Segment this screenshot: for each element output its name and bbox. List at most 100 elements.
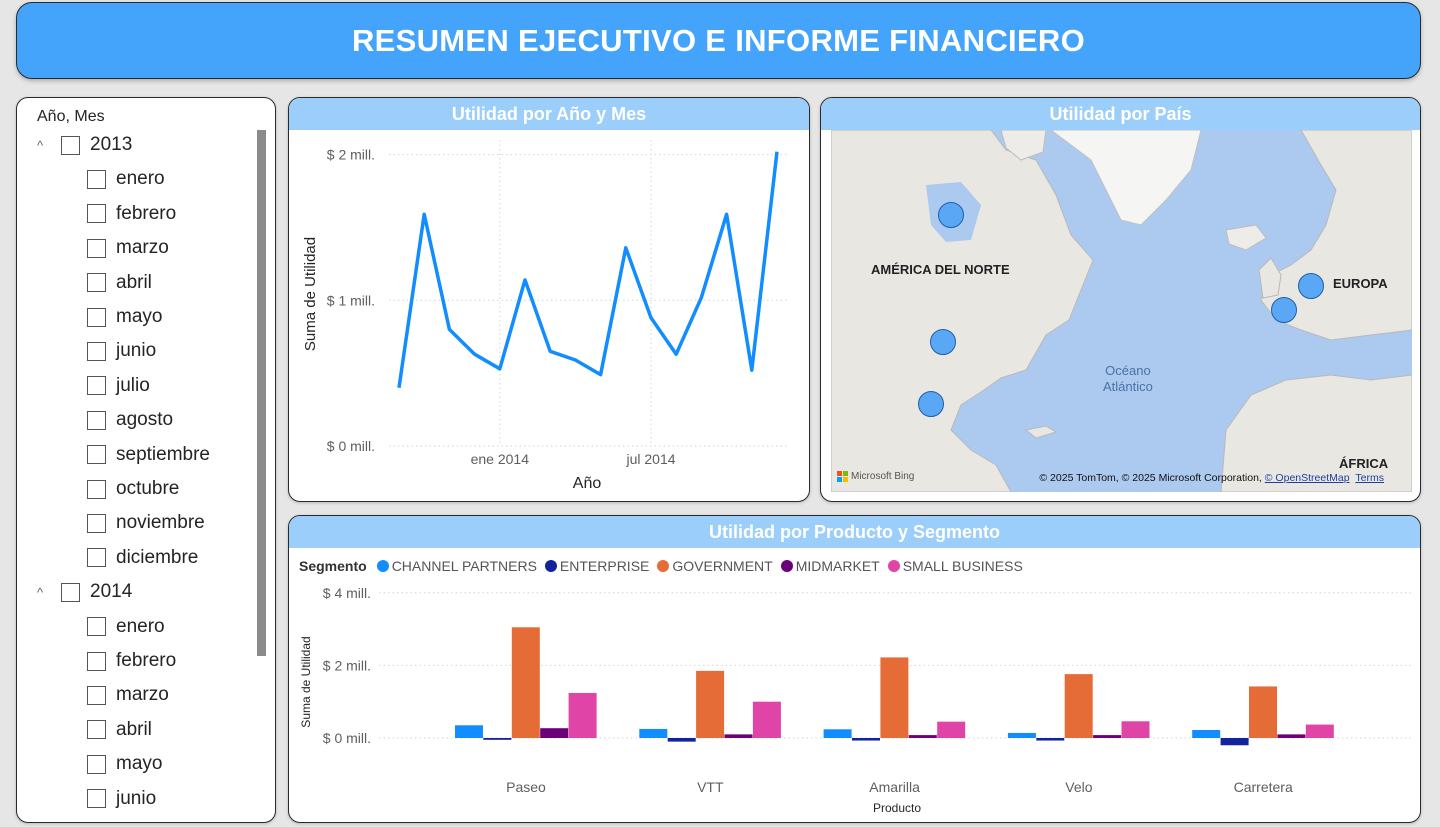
checkbox[interactable] [87, 754, 106, 774]
bar[interactable] [880, 657, 909, 738]
bar[interactable] [1064, 674, 1093, 738]
slicer-month-item[interactable]: mayo [87, 300, 162, 334]
bar[interactable] [1036, 738, 1065, 741]
bar[interactable] [752, 701, 781, 738]
checkbox[interactable] [87, 341, 106, 361]
slicer-month-item[interactable]: febrero [87, 197, 176, 231]
bar[interactable] [1192, 730, 1221, 738]
collapse-chevron-icon[interactable]: ^ [37, 137, 44, 153]
line-point[interactable] [519, 274, 531, 286]
checkbox[interactable] [61, 582, 80, 602]
slicer-month-item[interactable]: enero [87, 610, 165, 644]
bar[interactable] [1277, 734, 1306, 738]
bar[interactable] [823, 729, 852, 738]
bar[interactable] [1093, 735, 1122, 738]
slicer-month-item[interactable]: diciembre [87, 541, 198, 575]
line-point[interactable] [670, 348, 682, 360]
bar[interactable] [511, 627, 540, 738]
slicer-month-item[interactable]: abril [87, 266, 152, 300]
slicer-month-item[interactable]: marzo [87, 678, 169, 712]
line-point[interactable] [443, 323, 455, 335]
slicer-month-item[interactable]: febrero [87, 644, 176, 678]
line-point[interactable] [771, 146, 783, 158]
line-point[interactable] [721, 208, 733, 220]
terms-link[interactable]: Terms [1355, 472, 1384, 484]
line-chart[interactable]: $ 0 mill. $ 1 mill. $ 2 mill. ene 2014 jul … [289, 130, 809, 502]
line-point[interactable] [418, 208, 430, 220]
line-point[interactable] [569, 354, 581, 366]
map-canvas[interactable]: AMÉRICA DEL NORTE EUROPA ÁFRICA Océano A… [831, 130, 1412, 492]
line-point[interactable] [746, 364, 758, 376]
bar[interactable] [483, 738, 512, 740]
map-bubble-germany[interactable] [1298, 273, 1324, 299]
slicer-month-item[interactable]: abril [87, 713, 152, 747]
checkbox[interactable] [87, 273, 106, 293]
checkbox[interactable] [61, 135, 80, 155]
legend-item[interactable]: GOVERNMENT [657, 558, 773, 574]
checkbox[interactable] [87, 238, 106, 258]
checkbox[interactable] [87, 651, 106, 671]
bar[interactable] [1249, 686, 1277, 738]
slicer-month-item[interactable]: enero [87, 162, 165, 196]
slicer-month-item[interactable]: junio [87, 782, 156, 816]
checkbox[interactable] [87, 307, 106, 327]
map-bubble-france[interactable] [1271, 297, 1297, 323]
checkbox[interactable] [87, 789, 106, 809]
line-point[interactable] [393, 382, 405, 394]
line-point[interactable] [645, 312, 657, 324]
checkbox[interactable] [87, 169, 106, 189]
line-point[interactable] [544, 345, 556, 357]
checkbox[interactable] [87, 617, 106, 637]
bar[interactable] [852, 738, 880, 741]
openstreetmap-link[interactable]: © OpenStreetMap [1264, 472, 1350, 484]
bar[interactable] [1305, 724, 1334, 738]
slicer-year-item[interactable]: ^ 2014 [37, 575, 132, 609]
bar[interactable] [937, 721, 966, 738]
bar[interactable] [667, 738, 696, 742]
slicer-month-item[interactable]: septiembre [87, 438, 210, 472]
line-point[interactable] [595, 369, 607, 381]
bar[interactable] [696, 670, 725, 738]
map-bubble-mexico[interactable] [918, 391, 944, 417]
map-bubble-united-states[interactable] [930, 329, 956, 355]
legend-item[interactable]: MIDMARKET [780, 558, 880, 574]
checkbox[interactable] [87, 685, 106, 705]
bar[interactable] [724, 734, 753, 738]
map-bubble-canada[interactable] [938, 202, 964, 228]
bar[interactable] [1121, 721, 1150, 738]
slicer-month-item[interactable]: mayo [87, 747, 162, 781]
legend-item[interactable]: CHANNEL PARTNERS [376, 558, 537, 574]
checkbox[interactable] [87, 410, 106, 430]
checkbox[interactable] [87, 445, 106, 465]
line-point[interactable] [494, 363, 506, 375]
slicer-month-item[interactable]: agosto [87, 403, 173, 437]
slicer-month-item[interactable]: julio [87, 369, 150, 403]
checkbox[interactable] [87, 513, 106, 533]
legend-item[interactable]: ENTERPRISE [544, 558, 649, 574]
slicer-scrollbar[interactable] [257, 130, 266, 656]
bar[interactable] [908, 735, 937, 738]
slicer-month-item[interactable]: junio [87, 334, 156, 368]
slicer-month-item[interactable]: octubre [87, 472, 179, 506]
slicer-month-item[interactable]: noviembre [87, 506, 205, 540]
checkbox[interactable] [87, 548, 106, 568]
bar[interactable] [540, 728, 569, 738]
bar-chart[interactable]: $ 0 mill. $ 2 mill. $ 4 mill. Paseo VTT Amar… [289, 582, 1420, 822]
legend-item[interactable]: SMALL BUSINESS [887, 558, 1023, 574]
year-month-slicer[interactable]: Año, Mes ^ 2013 enero febrero marzo abril mayo… [16, 97, 276, 823]
checkbox[interactable] [87, 376, 106, 396]
line-point[interactable] [620, 242, 632, 254]
checkbox[interactable] [87, 720, 106, 740]
line-point[interactable] [695, 291, 707, 303]
line-point[interactable] [469, 348, 481, 360]
slicer-year-item[interactable]: ^ 2013 [37, 128, 132, 162]
bar[interactable] [568, 692, 597, 738]
checkbox[interactable] [87, 204, 106, 224]
checkbox[interactable] [87, 479, 106, 499]
bar[interactable] [1007, 732, 1036, 738]
bar[interactable] [455, 725, 483, 738]
bar[interactable] [639, 728, 668, 738]
collapse-chevron-icon[interactable]: ^ [37, 584, 44, 600]
slicer-month-item[interactable]: marzo [87, 231, 169, 265]
bar[interactable] [1220, 738, 1249, 746]
